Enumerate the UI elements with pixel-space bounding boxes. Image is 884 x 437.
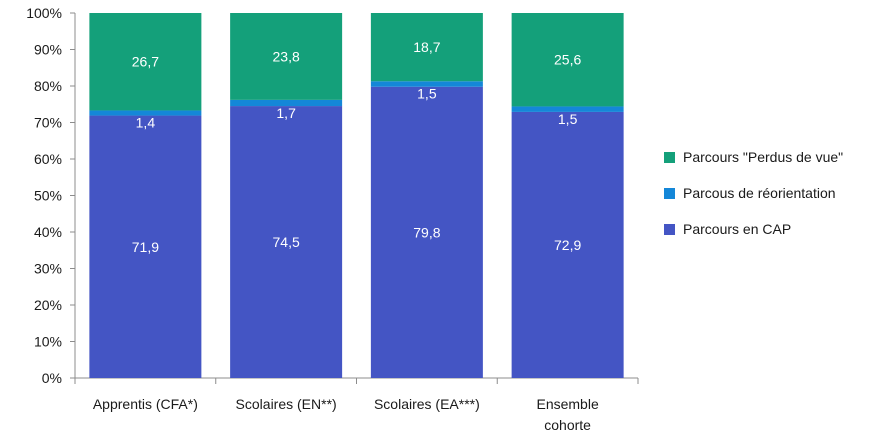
y-tick-label: 70% bbox=[34, 115, 62, 131]
x-category-label: Apprentis (CFA*) bbox=[93, 396, 198, 412]
bar-segment bbox=[370, 81, 483, 87]
x-category-label: cohorte bbox=[544, 417, 591, 433]
y-tick-label: 20% bbox=[34, 297, 62, 313]
bar-segment bbox=[230, 13, 343, 100]
bar-segment bbox=[89, 115, 202, 378]
legend-swatch bbox=[664, 152, 675, 163]
bar-data-label: 23,8 bbox=[273, 48, 300, 64]
legend-swatch bbox=[664, 188, 675, 199]
bar-segment bbox=[511, 13, 624, 107]
bar-segment bbox=[89, 110, 202, 116]
bar-data-label: 18,7 bbox=[413, 39, 440, 55]
bar-data-label: 1,4 bbox=[136, 115, 156, 131]
bar-segment bbox=[230, 106, 343, 378]
y-tick-label: 10% bbox=[34, 334, 62, 350]
y-tick-label: 0% bbox=[42, 370, 62, 386]
bar-segment bbox=[511, 111, 624, 378]
bar-data-label: 25,6 bbox=[554, 52, 581, 68]
y-tick-label: 90% bbox=[34, 42, 62, 58]
x-category-label: Scolaires (EA***) bbox=[374, 396, 480, 412]
y-tick-label: 80% bbox=[34, 78, 62, 94]
bar-segment bbox=[370, 86, 483, 378]
bar-segment bbox=[89, 13, 202, 111]
bar-data-label: 79,8 bbox=[413, 224, 440, 240]
y-tick-label: 100% bbox=[26, 5, 62, 21]
bar-data-label: 74,5 bbox=[273, 234, 300, 250]
bar-segment bbox=[230, 99, 343, 107]
bar-segment bbox=[370, 13, 483, 82]
y-tick-label: 60% bbox=[34, 151, 62, 167]
bar-segment bbox=[511, 106, 624, 112]
legend-swatch bbox=[664, 224, 675, 235]
bar-data-label: 1,7 bbox=[276, 105, 296, 121]
legend-label: Parcours en CAP bbox=[683, 221, 791, 237]
x-category-label: Scolaires (EN**) bbox=[236, 396, 337, 412]
bar-data-label: 26,7 bbox=[132, 54, 159, 70]
legend-label: Parcours "Perdus de vue" bbox=[683, 149, 843, 165]
bar-data-label: 71,9 bbox=[132, 239, 159, 255]
bar-data-label: 72,9 bbox=[554, 237, 581, 253]
y-tick-label: 30% bbox=[34, 261, 62, 277]
bar-data-label: 1,5 bbox=[558, 111, 578, 127]
y-tick-label: 50% bbox=[34, 188, 62, 204]
y-tick-label: 40% bbox=[34, 224, 62, 240]
bar-data-label: 1,5 bbox=[417, 86, 437, 102]
x-category-label: Ensemble bbox=[536, 396, 598, 412]
legend-label: Parcous de réorientation bbox=[683, 185, 836, 201]
